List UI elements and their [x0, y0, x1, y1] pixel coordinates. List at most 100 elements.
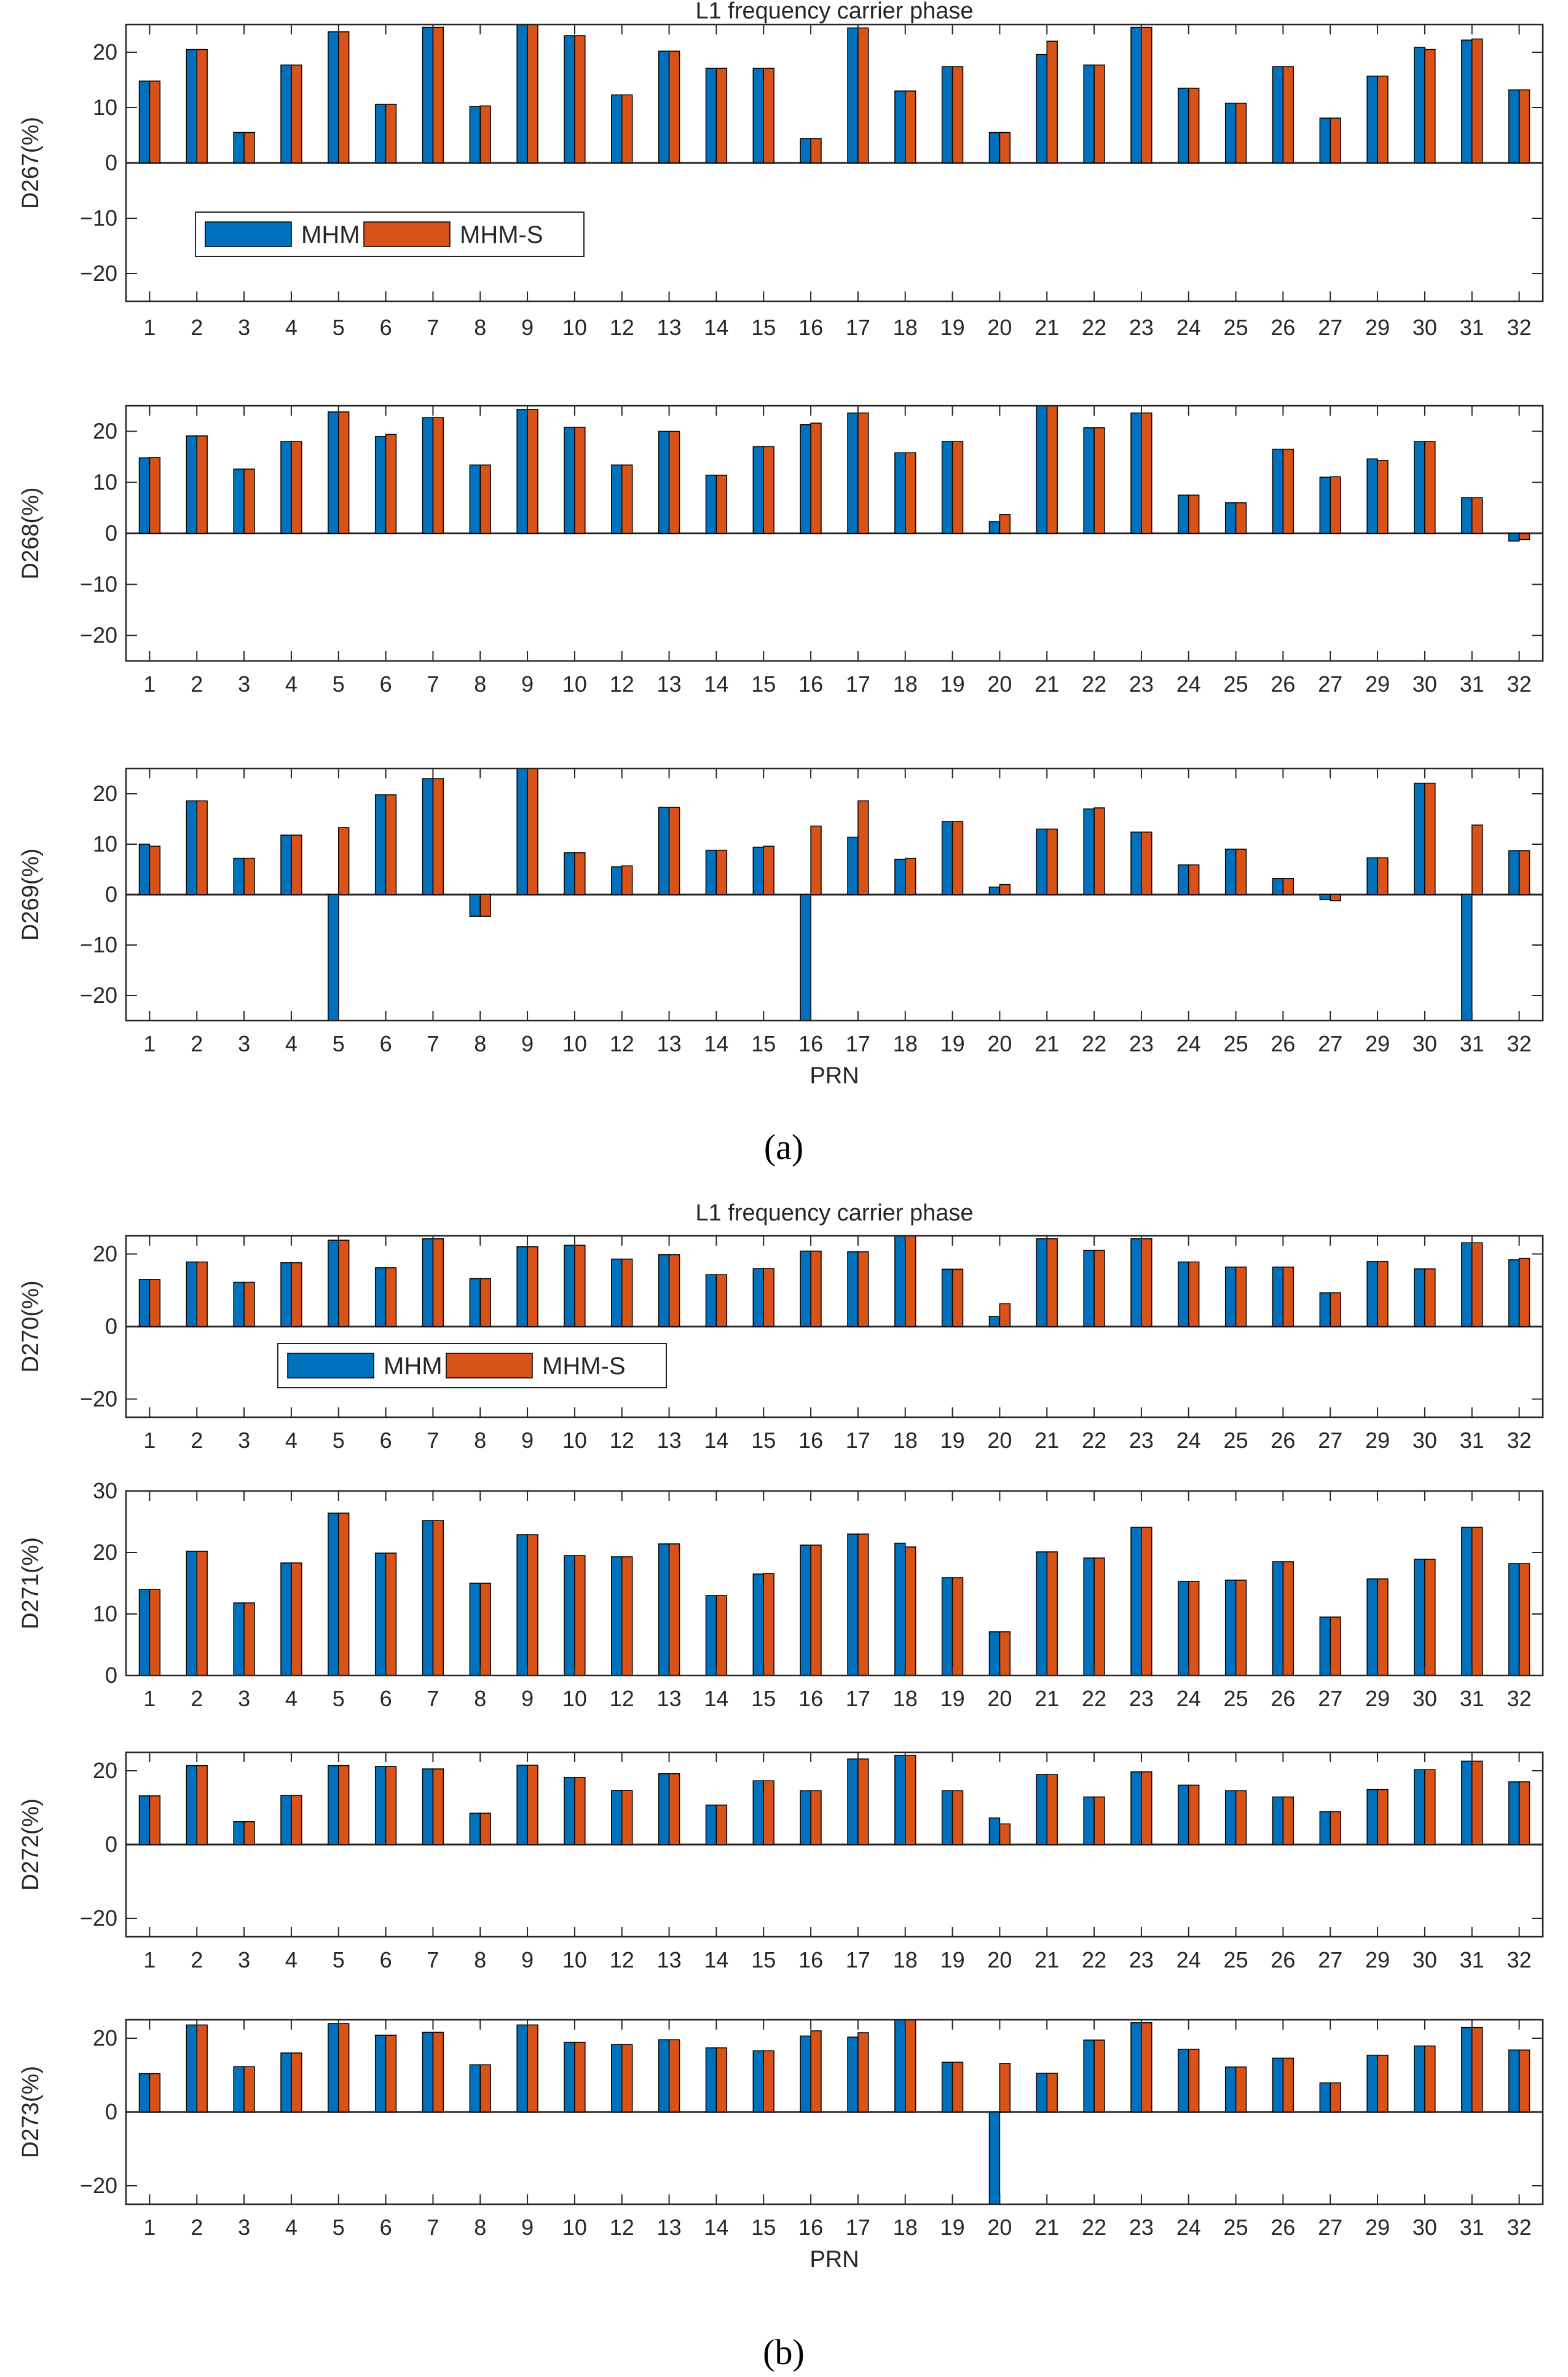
- bar-mhms-prn-26: [1282, 1561, 1294, 1676]
- x-tick-label-24: 24: [1176, 1947, 1201, 1972]
- bar-mhm-prn-32: [1508, 1781, 1520, 1845]
- x-axis-label: PRN: [810, 2247, 859, 2272]
- bar-mhm-prn-29: [1366, 857, 1378, 895]
- x-tick-label-18: 18: [893, 2215, 918, 2240]
- bar-mhm-prn-30: [1414, 47, 1425, 164]
- bar-mhm-prn-9: [516, 24, 528, 164]
- bar-mhm-prn-8: [469, 106, 481, 164]
- bar-mhm-prn-30: [1414, 1268, 1425, 1327]
- x-tick-label-27: 27: [1318, 1686, 1342, 1711]
- x-tick-label-24: 24: [1176, 1428, 1201, 1453]
- bar-mhm-prn-32: [1508, 532, 1520, 542]
- axes-box: [125, 1490, 1544, 1677]
- x-tick-label-4: 4: [285, 2215, 297, 2240]
- bar-mhm-prn-18: [894, 452, 906, 534]
- bar-mhm-prn-4: [280, 834, 292, 895]
- bar-mhms-prn-18: [905, 452, 916, 534]
- x-tick-label-15: 15: [751, 1686, 776, 1711]
- y-axis-label: D273(%): [18, 2066, 44, 2158]
- bar-mhm-prn-2: [186, 435, 198, 534]
- bar-mhms-prn-4: [291, 441, 302, 534]
- bar-mhm-prn-1: [138, 81, 151, 164]
- bar-mhms-prn-19: [951, 441, 964, 534]
- bar-mhm-prn-4: [280, 1262, 292, 1327]
- y-tick-label: −10: [80, 932, 117, 957]
- bar-mhms-prn-15: [763, 2050, 774, 2113]
- bar-mhms-prn-15: [763, 1780, 774, 1845]
- bar-mhms-prn-1: [149, 1589, 161, 1676]
- x-tick-label-12: 12: [610, 1686, 634, 1711]
- x-tick-label-29: 29: [1365, 1686, 1390, 1711]
- bar-mhms-prn-10: [574, 35, 586, 164]
- bar-mhms-prn-1: [149, 1279, 161, 1327]
- bar-mhm-prn-6: [374, 1766, 387, 1845]
- bar-mhms-prn-22: [1093, 1796, 1105, 1845]
- x-tick-label-2: 2: [191, 1947, 203, 1972]
- y-tick-label: 20: [93, 419, 117, 444]
- x-tick-label-27: 27: [1318, 671, 1342, 697]
- x-tick-label-8: 8: [474, 1428, 486, 1453]
- bar-mhm-prn-7: [422, 2031, 434, 2113]
- bar-mhm-prn-4: [280, 441, 292, 534]
- bar-mhms-prn-32: [1518, 532, 1531, 540]
- y-axis-label: D268(%): [18, 488, 44, 580]
- bar-mhms-prn-3: [243, 132, 255, 164]
- bar-mhms-prn-29: [1377, 857, 1389, 895]
- bar-mhms-prn-5: [338, 1513, 350, 1676]
- bar-mhm-prn-23: [1130, 1238, 1142, 1327]
- bar-mhms-prn-31: [1471, 1242, 1483, 1327]
- y-tick-label: 30: [93, 1478, 117, 1503]
- x-tick-label-1: 1: [143, 1031, 156, 1056]
- bar-mhms-prn-25: [1235, 103, 1247, 164]
- bar-mhm-prn-19: [941, 1577, 953, 1676]
- x-tick-label-17: 17: [846, 2215, 870, 2240]
- x-tick-label-17: 17: [846, 671, 870, 697]
- bar-mhm-prn-23: [1130, 412, 1142, 534]
- x-tick-label-32: 32: [1507, 2215, 1532, 2240]
- x-tick-label-15: 15: [751, 315, 776, 340]
- y-tick-label: 20: [93, 1241, 117, 1267]
- bar-mhm-prn-14: [705, 850, 717, 895]
- bar-mhms-prn-31: [1471, 825, 1483, 895]
- bar-mhm-prn-15: [752, 1573, 764, 1676]
- x-tick-label-24: 24: [1176, 1031, 1201, 1056]
- bar-mhm-prn-27: [1319, 894, 1331, 900]
- bar-mhm-prn-8: [469, 1813, 481, 1845]
- bar-mhms-prn-30: [1424, 2045, 1436, 2113]
- x-tick-label-16: 16: [798, 1947, 823, 1972]
- x-tick-label-17: 17: [846, 1428, 870, 1453]
- bar-mhms-prn-3: [243, 1281, 255, 1327]
- bar-mhm-prn-24: [1178, 1581, 1189, 1676]
- bar-mhm-prn-27: [1319, 2082, 1331, 2113]
- bar-mhms-prn-18: [905, 858, 916, 895]
- bar-mhm-prn-20: [988, 2111, 1001, 2205]
- bar-mhms-prn-27: [1330, 894, 1341, 901]
- bar-mhm-prn-21: [1036, 53, 1047, 164]
- bar-mhm-prn-6: [374, 1267, 387, 1327]
- bar-mhms-prn-23: [1141, 1527, 1152, 1676]
- legend-label-mhms: MHM-S: [460, 221, 543, 248]
- bar-mhm-prn-17: [847, 1251, 859, 1327]
- x-tick-label-5: 5: [333, 2215, 345, 2240]
- bar-mhms-prn-17: [857, 2032, 869, 2113]
- bar-mhm-prn-19: [941, 1268, 953, 1327]
- x-tick-label-29: 29: [1365, 671, 1390, 697]
- bar-mhm-prn-16: [800, 1251, 811, 1327]
- x-tick-label-25: 25: [1224, 1686, 1248, 1711]
- x-tick-label-32: 32: [1507, 315, 1532, 340]
- y-tick-label: 0: [105, 882, 117, 907]
- bar-mhms-prn-24: [1188, 494, 1200, 534]
- bar-mhms-prn-26: [1282, 66, 1294, 164]
- x-tick-label-21: 21: [1034, 671, 1059, 697]
- x-tick-label-8: 8: [474, 671, 486, 697]
- bar-mhms-prn-15: [763, 446, 774, 534]
- bar-mhm-prn-16: [800, 1790, 811, 1845]
- bar-mhm-prn-3: [233, 2066, 245, 2113]
- x-tick-label-15: 15: [751, 1428, 776, 1453]
- bar-mhm-prn-25: [1224, 848, 1237, 895]
- bar-mhms-prn-12: [621, 1259, 633, 1327]
- bar-mhm-prn-19: [941, 2062, 953, 2113]
- bar-mhm-prn-10: [564, 427, 575, 534]
